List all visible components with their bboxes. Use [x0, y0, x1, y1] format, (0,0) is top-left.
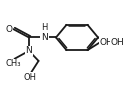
Text: N: N: [41, 33, 48, 42]
Text: H: H: [41, 23, 48, 32]
Text: OH: OH: [24, 73, 37, 82]
Text: OH: OH: [99, 38, 113, 47]
Text: O: O: [5, 25, 12, 34]
Text: N: N: [26, 46, 32, 55]
Text: OH: OH: [111, 38, 125, 47]
Text: CH₃: CH₃: [6, 59, 21, 68]
